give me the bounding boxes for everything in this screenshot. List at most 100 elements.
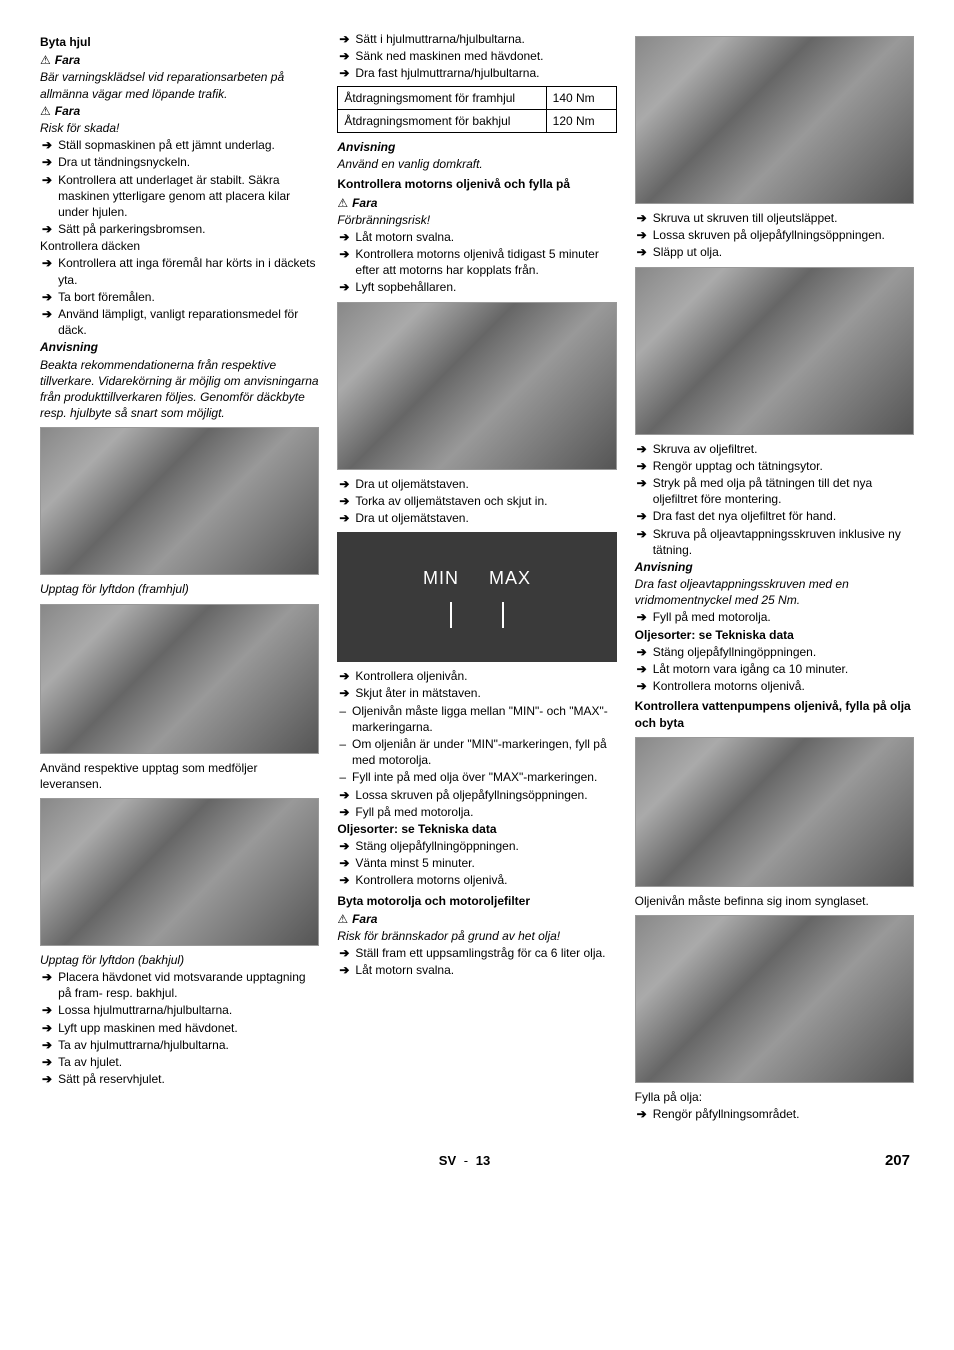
figure-rear-jack: [40, 798, 319, 946]
list-item: Om oljeniån är under "MIN"-markeringen, …: [337, 736, 616, 768]
arrow-icon: [637, 609, 647, 625]
arrow-icon: [339, 804, 349, 820]
arrow-icon: [42, 1054, 52, 1070]
warning-text: Förbränningsrisk!: [337, 212, 616, 228]
warning-icon: ⚠: [337, 911, 348, 927]
arrow-icon: [637, 475, 647, 507]
arrow-icon: [42, 1071, 52, 1087]
heading-water-pump: Kontrollera vattenpumpens oljenivå, fyll…: [635, 698, 914, 730]
list-item: Ta av hjulet.: [40, 1054, 319, 1070]
arrow-icon: [339, 787, 349, 803]
figure-caption: Upptag för lyftdon (framhjul): [40, 581, 319, 597]
arrow-icon: [637, 244, 647, 260]
arrow-icon: [42, 1020, 52, 1036]
list-item: Lyft upp maskinen med hävdonet.: [40, 1020, 319, 1036]
figure-engine: [337, 302, 616, 470]
note-text: Beakta rekommendationerna från respektiv…: [40, 357, 319, 422]
list-item: Placera hävdonet vid motsvarande upptagn…: [40, 969, 319, 1001]
arrow-icon: [42, 255, 52, 287]
arrow-icon: [637, 678, 647, 694]
arrow-icon: [339, 872, 349, 888]
arrow-icon: [339, 229, 349, 245]
figure-oil-drain: [635, 36, 914, 204]
note-heading: Anvisning: [635, 559, 914, 575]
paragraph: Använd respektive upptag som medföljer l…: [40, 760, 319, 792]
list-item: Låt motorn svalna.: [337, 962, 616, 978]
dash-icon: [339, 703, 346, 735]
list-item: Släpp ut olja.: [635, 244, 914, 260]
arrow-icon: [339, 493, 349, 509]
arrow-icon: [42, 154, 52, 170]
footer-lang: SV: [439, 1153, 456, 1168]
arrow-icon: [339, 685, 349, 701]
paragraph: Kontrollera däcken: [40, 238, 319, 254]
list-item: Sätt på reservhjulet.: [40, 1071, 319, 1087]
arrow-icon: [339, 945, 349, 961]
figure-water-pump-sight: [635, 737, 914, 887]
figure-caption: Upptag för lyftdon (bakhjul): [40, 952, 319, 968]
dash-icon: [339, 736, 346, 768]
arrow-icon: [339, 246, 349, 278]
list-item: Skruva på oljeavtappningsskruven inklusi…: [635, 526, 914, 558]
heading-oil-types: Oljesorter: se Tekniska data: [337, 821, 616, 837]
warning-icon: ⚠: [40, 52, 51, 68]
dash-icon: [339, 769, 346, 785]
figure-water-pump-fill: [635, 915, 914, 1083]
warning-fara-1: ⚠Fara: [40, 52, 319, 68]
list-item: Lossa hjulmuttrarna/hjulbultarna.: [40, 1002, 319, 1018]
arrow-icon: [637, 526, 647, 558]
heading-oil-types: Oljesorter: se Tekniska data: [635, 627, 914, 643]
list-item: Lyft sopbehållaren.: [337, 279, 616, 295]
arrow-icon: [42, 306, 52, 338]
arrow-icon: [637, 210, 647, 226]
figure-jack-receptacle: [40, 604, 319, 754]
table-cell: 140 Nm: [546, 86, 616, 109]
warning-text: Risk för brännskador på grund av het olj…: [337, 928, 616, 944]
list-item: Sätt på parkeringsbromsen.: [40, 221, 319, 237]
arrow-icon: [42, 289, 52, 305]
list-item: Dra fast hjulmuttrarna/hjulbultarna.: [337, 65, 616, 81]
table-row: Åtdragningsmoment för bakhjul 120 Nm: [338, 109, 616, 132]
arrow-icon: [339, 31, 349, 47]
note-heading: Anvisning: [337, 139, 616, 155]
list-item: Skjut åter in mätstaven.: [337, 685, 616, 701]
heading-oil-check: Kontrollera motorns oljenivå och fylla p…: [337, 176, 616, 192]
arrow-icon: [339, 838, 349, 854]
list-item: Kontrollera motorns oljenivå.: [635, 678, 914, 694]
footer-page-rel: 13: [476, 1153, 490, 1168]
footer-page-abs: 207: [885, 1151, 910, 1171]
list-item: Sänk ned maskinen med hävdonet.: [337, 48, 616, 64]
paragraph: Oljenivån måste befinna sig inom synglas…: [635, 893, 914, 909]
arrow-icon: [42, 172, 52, 221]
list-item: Oljenivån måste ligga mellan "MIN"- och …: [337, 703, 616, 735]
list-item: Stäng oljepåfyllningöppningen.: [635, 644, 914, 660]
note-text: Dra fast oljeavtappningsskruven med en v…: [635, 576, 914, 608]
list-item: Skruva ut skruven till oljeutsläppet.: [635, 210, 914, 226]
arrow-icon: [637, 508, 647, 524]
list-item: Dra ut tändningsnyckeln.: [40, 154, 319, 170]
arrow-icon: [637, 1106, 647, 1122]
list-item: Kontrollera att inga föremål har körts i…: [40, 255, 319, 287]
paragraph: Fylla på olja:: [635, 1089, 914, 1105]
warning-text: Bär varningsklädsel vid reparationsarbet…: [40, 69, 319, 101]
arrow-icon: [339, 962, 349, 978]
warning-icon: ⚠: [40, 103, 51, 119]
arrow-icon: [339, 65, 349, 81]
arrow-icon: [637, 644, 647, 660]
list-item: Ställ fram ett uppsamlingstråg för ca 6 …: [337, 945, 616, 961]
warning-fara: ⚠Fara: [337, 195, 616, 211]
list-item: Stäng oljepåfyllningöppningen.: [337, 838, 616, 854]
list-item: Dra ut oljemätstaven.: [337, 510, 616, 526]
warning-fara: ⚠Fara: [337, 911, 616, 927]
label-max: MAX: [489, 566, 531, 590]
arrow-icon: [339, 476, 349, 492]
figure-oil-filter: [635, 267, 914, 435]
arrow-icon: [637, 441, 647, 457]
arrow-icon: [637, 227, 647, 243]
list-item: Kontrollera motorns oljenivå.: [337, 872, 616, 888]
arrow-icon: [339, 668, 349, 684]
arrow-icon: [339, 510, 349, 526]
warning-icon: ⚠: [337, 195, 348, 211]
list-item: Fyll inte på med olja över "MAX"-markeri…: [337, 769, 616, 785]
list-item: Rengör påfyllningsområdet.: [635, 1106, 914, 1122]
